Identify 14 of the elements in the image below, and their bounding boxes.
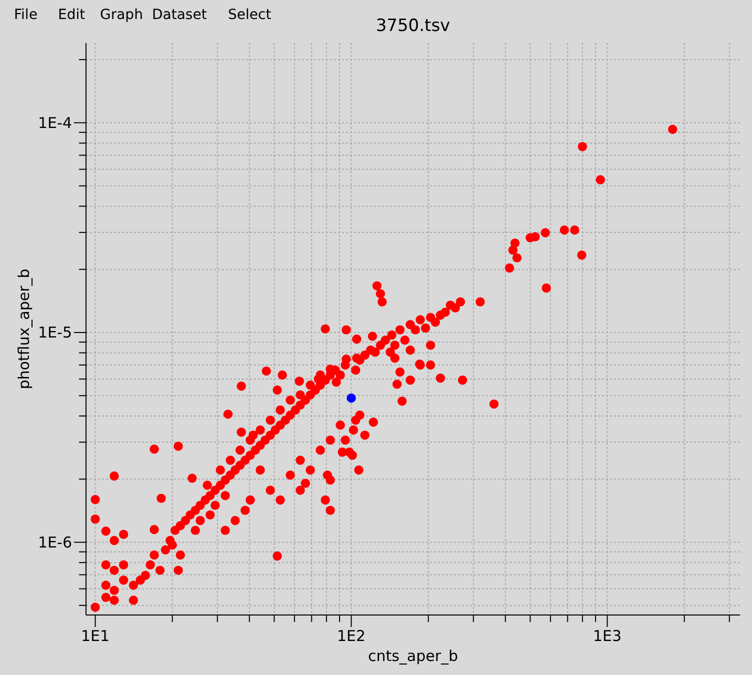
- x-axis-title: cnts_aper_b: [368, 647, 458, 665]
- y-tick-label: 1E-5: [38, 324, 72, 342]
- x-tick-label: 1E3: [592, 627, 622, 645]
- x-tick-label: 1E1: [80, 627, 110, 645]
- text: File: [14, 7, 38, 23]
- y-axis-title: photflux_aper_b: [15, 268, 33, 390]
- text: Graph: [100, 7, 143, 23]
- x-tick-label: 1E2: [336, 627, 366, 645]
- text: Select: [228, 7, 272, 23]
- y-tick-label: 1E-4: [38, 114, 72, 132]
- y-tick-label: 1E-6: [38, 533, 72, 552]
- chart-title: 3750.tsv: [376, 16, 450, 36]
- text: Edit: [58, 7, 86, 23]
- text: Dataset: [152, 7, 208, 23]
